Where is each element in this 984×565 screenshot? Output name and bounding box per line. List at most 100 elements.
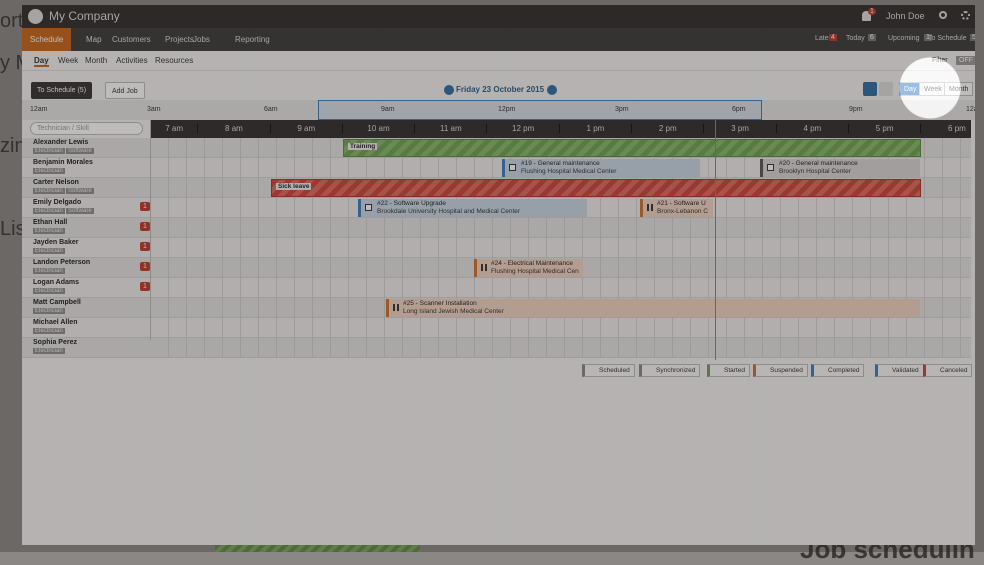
event-location: Flushing Hospital Medical Cen bbox=[491, 268, 579, 275]
status-icon bbox=[481, 264, 487, 271]
to-schedule-button[interactable]: To Schedule (5) bbox=[31, 82, 93, 99]
view-button[interactable]: Month bbox=[944, 82, 974, 96]
search-box[interactable]: Technician / Skill bbox=[30, 122, 143, 135]
status-label[interactable]: To Schedule bbox=[928, 35, 967, 42]
event-title: Sick leave bbox=[276, 183, 312, 190]
skill-tag: Electrician bbox=[33, 248, 65, 254]
resource-name: Benjamin Morales bbox=[33, 159, 93, 166]
hour-label: 4 pm bbox=[777, 124, 849, 133]
status-label[interactable]: Upcoming bbox=[888, 35, 920, 42]
skill-tag: Electrician bbox=[33, 308, 65, 314]
status-label[interactable]: Late bbox=[815, 35, 829, 42]
overview-tick: 12am bbox=[30, 106, 48, 113]
resource-name: Jayden Baker bbox=[33, 239, 79, 246]
grid-cells bbox=[151, 318, 971, 338]
zoom-in[interactable] bbox=[863, 82, 877, 96]
alert-badge: 1 bbox=[140, 282, 150, 291]
skill-tag: Electrician bbox=[33, 168, 65, 174]
hour-label: 5 pm bbox=[849, 124, 922, 133]
skill-tag: Software bbox=[66, 208, 94, 214]
filter-button[interactable]: Filter bbox=[932, 57, 948, 64]
legend-item: Completed bbox=[811, 364, 865, 377]
zoom-out[interactable] bbox=[879, 82, 893, 96]
subnav-item[interactable]: Day bbox=[34, 56, 49, 67]
resource-name: Carter Nelson bbox=[33, 179, 79, 186]
event[interactable]: #24 - Electrical Maintenance Flushing Hos… bbox=[474, 259, 583, 277]
event[interactable]: Training bbox=[343, 139, 921, 157]
skill-tag: Electrician bbox=[33, 288, 65, 294]
overview-tick: 9pm bbox=[849, 106, 863, 113]
alert-badge: 1 bbox=[140, 262, 150, 271]
filter-toggle[interactable]: OFF bbox=[956, 56, 975, 65]
next-day[interactable] bbox=[547, 85, 557, 95]
background-bar bbox=[215, 545, 420, 552]
subnav-item[interactable]: Resources bbox=[155, 56, 194, 65]
hour-label: 7 am bbox=[151, 124, 199, 133]
status-count: 5 bbox=[970, 34, 975, 41]
status-label[interactable]: Today bbox=[846, 35, 865, 42]
overview-tick: 3am bbox=[147, 106, 161, 113]
user-menu[interactable]: John Doe bbox=[886, 11, 925, 21]
status-icon bbox=[393, 304, 399, 311]
event[interactable]: #22 - Software Upgrade Brookdale Universi… bbox=[358, 199, 587, 217]
app-window: My Company 1 John Doe Schedule Map Customers P… bbox=[22, 5, 975, 545]
grid-cells bbox=[151, 238, 971, 258]
resource-name: Emily Delgado bbox=[33, 199, 82, 206]
subnav-item[interactable]: Week bbox=[58, 56, 79, 65]
event-title: #19 - General maintenance bbox=[521, 160, 600, 167]
event[interactable]: #20 - General maintenance Brooklyn Hospit… bbox=[760, 159, 920, 177]
settings-icon[interactable] bbox=[961, 11, 970, 20]
resource-name: Alexander Lewis bbox=[33, 139, 89, 146]
legend-item: Suspended bbox=[753, 364, 808, 377]
overview-tick: 12am bbox=[966, 106, 975, 113]
event-title: #21 - Software U bbox=[657, 200, 706, 207]
overview-tick: 3pm bbox=[615, 106, 629, 113]
event[interactable]: #25 - Scanner Installation Long Island Je… bbox=[386, 299, 920, 317]
event[interactable]: Sick leave bbox=[271, 179, 921, 197]
skill-tag: Software bbox=[66, 148, 94, 154]
event[interactable]: #21 - Software U Bronx-Lebanon C bbox=[640, 199, 713, 217]
event-title: #20 - General maintenance bbox=[779, 160, 858, 167]
column-divider bbox=[150, 120, 151, 340]
event-location: Flushing Hospital Medical Center bbox=[521, 168, 617, 175]
skill-tag: Electrician bbox=[33, 148, 65, 154]
skill-tag: Electrician bbox=[33, 228, 65, 234]
subnav-item[interactable]: Month bbox=[85, 56, 108, 65]
nav-item[interactable]: Reporting bbox=[235, 35, 270, 44]
skill-tag: Electrician bbox=[33, 208, 65, 214]
hour-label: 11 am bbox=[415, 124, 488, 133]
nav-item[interactable]: Jobs bbox=[193, 35, 210, 44]
nav-item[interactable]: Schedule bbox=[22, 28, 72, 51]
grid-cells bbox=[151, 338, 971, 358]
status-count: 6 bbox=[868, 34, 876, 41]
view-button[interactable]: Week bbox=[919, 82, 947, 96]
skill-tag: Electrician bbox=[33, 348, 65, 354]
resource-name: Matt Campbell bbox=[33, 299, 81, 306]
resource-name: Logan Adams bbox=[33, 279, 80, 286]
logo bbox=[28, 9, 43, 24]
overview-tick: 12pm bbox=[498, 106, 516, 113]
hour-label: 6 pm bbox=[921, 124, 975, 133]
event-title: #24 - Electrical Maintenance bbox=[491, 260, 574, 267]
date-label: Friday 23 October 2015 bbox=[456, 85, 545, 94]
nav-item[interactable]: Customers bbox=[112, 35, 151, 44]
alert-badge: 1 bbox=[140, 242, 150, 251]
search-icon[interactable] bbox=[939, 11, 947, 19]
prev-day[interactable] bbox=[444, 85, 454, 95]
legend-item: Canceled bbox=[923, 364, 973, 377]
resource-name: Sophia Perez bbox=[33, 339, 77, 346]
legend-item: Scheduled bbox=[582, 364, 635, 377]
event-location: Brooklyn Hospital Center bbox=[779, 168, 851, 175]
grid-cells bbox=[151, 278, 971, 298]
skill-tag: Electrician bbox=[33, 328, 65, 334]
add-job-button[interactable]: Add Job bbox=[105, 82, 145, 99]
status-icon bbox=[647, 204, 653, 211]
hour-label: 9 am bbox=[271, 124, 343, 133]
event-title: Training bbox=[348, 143, 378, 150]
legend-item: Validated bbox=[875, 364, 924, 377]
resource-name: Ethan Hall bbox=[33, 219, 68, 226]
subnav-item[interactable]: Activities bbox=[116, 56, 148, 65]
event[interactable]: #19 - General maintenance Flushing Hospit… bbox=[502, 159, 700, 177]
